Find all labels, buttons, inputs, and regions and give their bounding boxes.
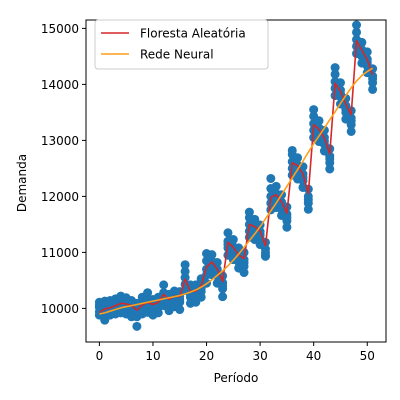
data-point — [325, 164, 335, 174]
data-point — [309, 105, 319, 115]
data-point — [212, 257, 222, 267]
data-point — [293, 153, 303, 163]
data-point — [239, 258, 249, 268]
y-tick-label: 12000 — [41, 190, 79, 204]
y-tick-label: 13000 — [41, 134, 79, 148]
data-point — [346, 116, 356, 126]
data-point — [153, 308, 163, 318]
data-point — [260, 247, 270, 257]
y-tick-label: 15000 — [41, 22, 79, 36]
legend-frame — [94, 19, 269, 70]
data-point — [175, 305, 185, 315]
data-point — [180, 260, 190, 270]
data-point — [196, 292, 206, 302]
y-tick-label: 11000 — [41, 246, 79, 260]
data-point — [244, 207, 254, 217]
x-tick-label: 30 — [252, 349, 267, 363]
x-tick-label: 0 — [96, 349, 104, 363]
data-point — [330, 63, 340, 73]
data-point — [368, 74, 378, 84]
data-point — [282, 213, 292, 223]
data-point — [239, 268, 249, 278]
data-point — [303, 204, 313, 214]
data-point — [223, 228, 233, 238]
data-point — [228, 235, 238, 245]
legend-label-rede-neural: Rede Neural — [140, 48, 214, 62]
data-point — [159, 280, 169, 290]
y-tick-label: 14000 — [41, 78, 79, 92]
legend: Floresta Aleatória Rede Neural — [94, 19, 269, 70]
data-point — [180, 266, 190, 276]
data-point — [346, 126, 356, 136]
data-point — [218, 292, 228, 302]
data-point — [282, 222, 292, 232]
x-tick-label: 50 — [360, 349, 375, 363]
x-tick-label: 20 — [199, 349, 214, 363]
data-point — [250, 214, 260, 224]
x-tick-label: 40 — [306, 349, 321, 363]
series-line-floresta-aleatoria — [98, 39, 374, 313]
data-point — [352, 20, 362, 30]
y-tick-label: 10000 — [41, 302, 79, 316]
x-axis-label: Período — [214, 371, 259, 385]
x-tick-label: 10 — [145, 349, 160, 363]
data-point — [325, 154, 335, 164]
data-point — [143, 288, 153, 298]
data-point — [330, 69, 340, 79]
y-axis-label: Demanda — [15, 154, 29, 212]
data-point — [207, 250, 217, 260]
data-point — [132, 321, 142, 331]
series-line-rede-neural — [99, 67, 374, 315]
data-point — [180, 273, 190, 283]
data-point — [303, 195, 313, 205]
data-point — [218, 281, 228, 291]
legend-label-floresta-aleatoria: Floresta Aleatória — [140, 27, 246, 41]
series-lines — [98, 39, 374, 315]
data-point — [352, 27, 362, 37]
data-point — [335, 78, 345, 88]
data-point — [287, 145, 297, 155]
data-point — [271, 181, 281, 191]
data-point — [368, 84, 378, 94]
data-point — [266, 173, 276, 183]
data-point — [314, 116, 324, 126]
